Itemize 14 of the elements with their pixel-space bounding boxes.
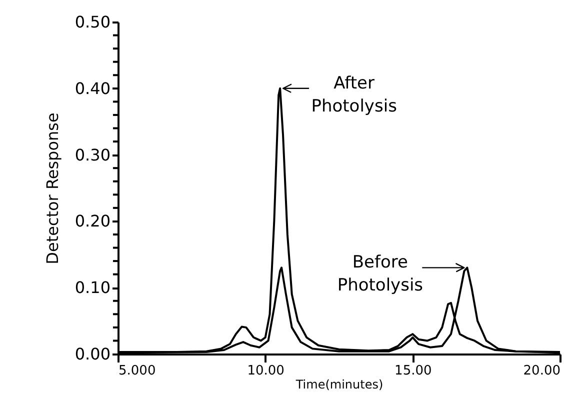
y-tick-label: 0.00 [74,344,110,364]
x-tick-label: 5.000 [118,364,156,378]
x-tick-label: 20.00 [523,364,560,378]
x-axis-title: Time(minutes) [294,378,384,392]
y-tick-label: 0.20 [74,212,110,231]
y-tick-label: 0.30 [74,145,110,164]
x-tick-label: 15.00 [394,364,432,378]
annotation: After Photolysis [311,73,398,116]
y-tick-label: 0.10 [74,278,110,298]
y-tick-label: 0.50 [74,12,110,32]
annotation: Before Photolysis [337,252,424,296]
y-axis-title: Detector Response [42,112,62,264]
y-tick-label: 0.40 [74,78,110,98]
x-tick-label: 10.00 [247,364,284,378]
